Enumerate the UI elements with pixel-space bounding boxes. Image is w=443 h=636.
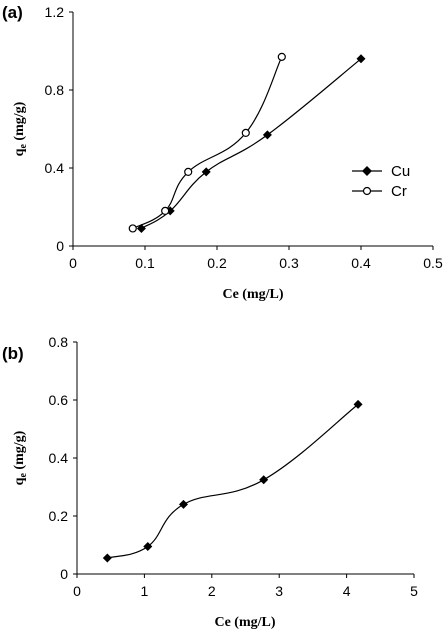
y-axis-title-a-sub: e	[18, 144, 29, 149]
x-axis-title-a: Ce (mg/L)	[222, 287, 283, 302]
x-tick-label: 3	[275, 583, 283, 599]
y-axis-title-a: qe (mg/g)	[12, 101, 29, 156]
y-tick-label: 1.2	[45, 4, 65, 20]
x-tick-label: 0.4	[351, 255, 371, 271]
legend-label-cr: Cr	[391, 183, 407, 200]
y-tick-label: 0.4	[45, 160, 65, 176]
y-axis-title-a-rest: (mg/g)	[12, 101, 27, 144]
data-point-diamond	[262, 130, 272, 140]
chart-a: (a) 0 0.1 0.2 0.3 0.4 0.5 0 0.4 0.8 1.2 Ce (mg/L)…	[2, 3, 443, 302]
x-tick-label: 4	[343, 583, 351, 599]
y-axis-title-b-sub: e	[18, 473, 29, 478]
data-point-diamond	[259, 475, 269, 485]
x-tick-label: 2	[208, 583, 216, 599]
panel-label-b: (b)	[2, 344, 24, 363]
x-tick-label: 0.2	[207, 255, 227, 271]
y-axis-title-b: qe (mg/g)	[12, 430, 29, 485]
x-tick-label: 0.3	[279, 255, 299, 271]
data-point-diamond	[136, 223, 146, 233]
panel-label-a: (a)	[2, 3, 23, 22]
x-tick-label: 5	[410, 583, 418, 599]
chart-b: (b) 0 1 2 3 4 5 0 0.2 0.4 0.6 0.8 Ce (mg/L) qe (mg…	[2, 334, 418, 630]
legend-marker-cr	[362, 186, 372, 196]
data-point-circle	[241, 128, 250, 137]
data-point-diamond	[353, 399, 363, 409]
series-line-cr	[132, 56, 283, 229]
curves-b	[107, 403, 359, 559]
x-tick-label: 0.1	[135, 255, 155, 271]
markers-b	[102, 399, 363, 563]
markers-a	[128, 52, 366, 233]
legend-a: Cu Cr	[352, 163, 410, 200]
legend-marker-cu	[362, 166, 372, 176]
data-point-diamond	[143, 541, 153, 551]
x-tick-label: 0	[73, 583, 81, 599]
ticks-a: 0 0.1 0.2 0.3 0.4 0.5 0 0.4 0.8 1.2	[45, 4, 443, 271]
y-axis-title-b-main: q	[12, 477, 27, 485]
data-point-diamond	[178, 499, 188, 509]
series-line-series-0	[107, 403, 359, 559]
data-point-diamond	[201, 167, 211, 177]
x-tick-label: 0.5	[423, 255, 443, 271]
y-tick-label: 0.4	[49, 450, 69, 466]
x-axis-title-b: Ce (mg/L)	[214, 615, 275, 630]
y-axis-title-a-main: q	[12, 148, 27, 156]
x-tick-label: 0	[69, 255, 77, 271]
y-axis-title-b-rest: (mg/g)	[12, 430, 27, 473]
legend-label-cu: Cu	[391, 163, 410, 180]
y-tick-label: 0.6	[49, 392, 69, 408]
y-tick-label: 0.8	[45, 82, 65, 98]
y-tick-label: 0.2	[49, 508, 69, 524]
data-point-diamond	[102, 553, 112, 563]
data-point-circle	[277, 52, 286, 61]
y-tick-label: 0	[60, 566, 68, 582]
data-point-circle	[184, 167, 193, 176]
y-tick-label: 0.8	[49, 334, 69, 350]
data-point-diamond	[356, 54, 366, 64]
series-line-cu	[141, 58, 362, 229]
data-point-circle	[128, 224, 137, 233]
curves-a	[132, 56, 362, 229]
ticks-b: 0 1 2 3 4 5 0 0.2 0.4 0.6 0.8	[49, 334, 419, 599]
x-tick-label: 1	[141, 583, 149, 599]
y-tick-label: 0	[56, 238, 64, 254]
data-point-circle	[161, 206, 170, 215]
